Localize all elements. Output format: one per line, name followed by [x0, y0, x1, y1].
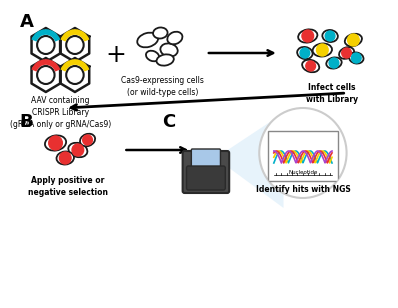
Ellipse shape	[349, 52, 363, 63]
FancyBboxPatch shape	[268, 131, 338, 181]
Circle shape	[49, 136, 62, 150]
Ellipse shape	[167, 32, 182, 44]
Text: Cas9-expressing cells
(or wild-type cells): Cas9-expressing cells (or wild-type cell…	[121, 76, 204, 97]
Ellipse shape	[339, 47, 354, 59]
Circle shape	[259, 108, 347, 198]
Ellipse shape	[156, 55, 174, 66]
Circle shape	[302, 30, 314, 42]
Ellipse shape	[153, 27, 168, 38]
Circle shape	[306, 61, 316, 71]
Ellipse shape	[322, 30, 338, 42]
Ellipse shape	[160, 43, 178, 57]
Text: Identify hits with NGS: Identify hits with NGS	[256, 185, 350, 194]
Text: Apply positive or
negative selection: Apply positive or negative selection	[28, 176, 108, 197]
Ellipse shape	[80, 134, 95, 146]
Ellipse shape	[146, 51, 159, 61]
Ellipse shape	[45, 136, 66, 151]
Ellipse shape	[298, 29, 317, 43]
Circle shape	[329, 58, 339, 68]
Circle shape	[300, 48, 310, 58]
FancyBboxPatch shape	[187, 166, 225, 190]
Text: A: A	[20, 13, 33, 31]
Text: AAV containing
CRISPR Library
(gRNA only or gRNA/Cas9): AAV containing CRISPR Library (gRNA only…	[10, 96, 111, 129]
Circle shape	[325, 31, 335, 41]
Ellipse shape	[137, 33, 158, 47]
Text: C: C	[162, 113, 176, 131]
Ellipse shape	[68, 143, 88, 157]
Ellipse shape	[345, 34, 362, 46]
Text: B: B	[20, 113, 33, 131]
Circle shape	[347, 34, 359, 46]
Circle shape	[59, 152, 71, 164]
Circle shape	[342, 48, 351, 58]
Circle shape	[316, 44, 328, 56]
Ellipse shape	[302, 60, 319, 72]
Ellipse shape	[297, 47, 312, 59]
Text: +: +	[105, 43, 126, 67]
FancyBboxPatch shape	[183, 151, 229, 193]
FancyBboxPatch shape	[191, 149, 220, 169]
Ellipse shape	[57, 152, 74, 164]
Ellipse shape	[313, 43, 332, 57]
Ellipse shape	[326, 57, 341, 69]
Text: Nucleotide: Nucleotide	[288, 170, 318, 175]
Polygon shape	[216, 113, 283, 208]
Circle shape	[83, 135, 92, 145]
Circle shape	[351, 53, 361, 63]
Text: Infect cells
with Library: Infect cells with Library	[306, 83, 358, 104]
Circle shape	[72, 144, 84, 156]
